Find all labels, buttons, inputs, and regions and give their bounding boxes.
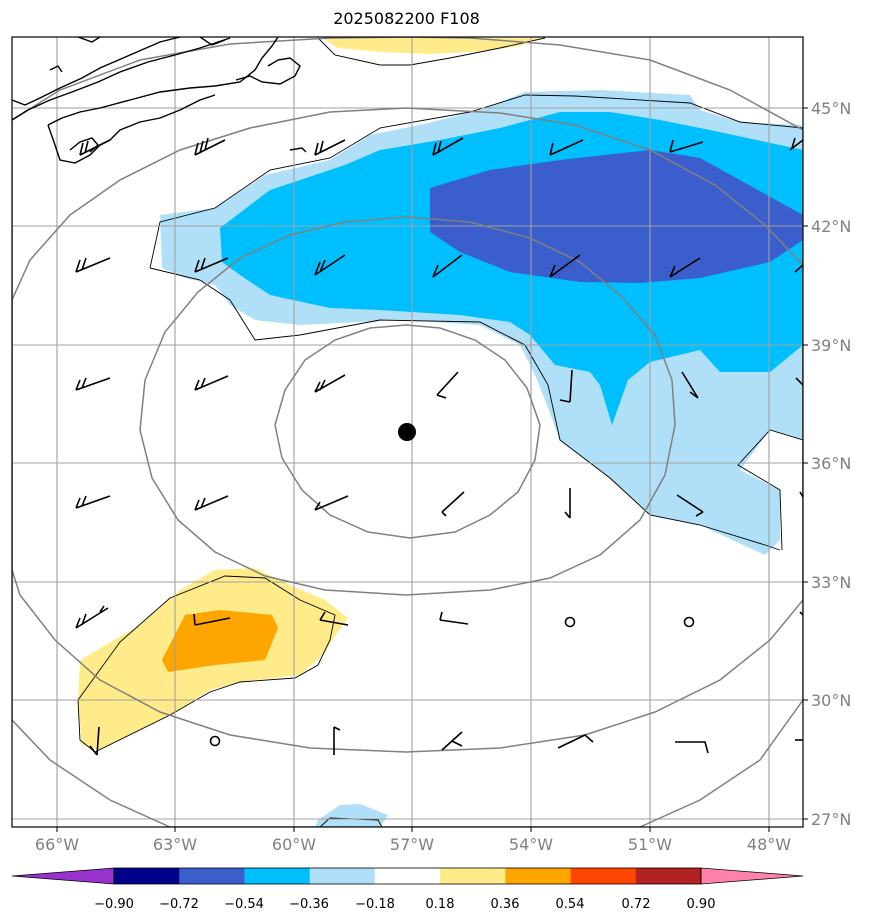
colorbar-labels: −0.90 −0.72 −0.54 −0.36 −0.18 0.18 0.36 … [94, 897, 715, 912]
colorbar-extend-low [12, 868, 114, 884]
lat-label: 27°N [811, 810, 851, 829]
colorbar-extend-high [701, 868, 803, 884]
lon-label: 63°W [153, 835, 197, 854]
colorbar-label: 0.72 [622, 897, 651, 912]
wind-barb [314, 139, 346, 156]
colorbar-label: 0.90 [687, 897, 716, 912]
colorbar: −0.90 −0.72 −0.54 −0.36 −0.18 0.18 0.36 … [11, 867, 804, 912]
calm-markers [209, 616, 695, 747]
wind-barb [789, 137, 803, 151]
axis-ticks [56, 107, 808, 832]
colorbar-segment [440, 868, 506, 884]
wind-barb [564, 488, 571, 519]
wind-barb [441, 731, 463, 751]
wind-barb [75, 257, 111, 273]
range-ring-2 [139, 216, 676, 596]
colorbar-label: −0.36 [289, 897, 329, 912]
calm-wind-marker [564, 616, 576, 628]
lon-label: 51°W [628, 835, 672, 854]
wind-barb [75, 605, 109, 629]
wind-barb [794, 264, 803, 273]
lat-label: 30°N [811, 691, 851, 710]
map-frame [11, 36, 804, 828]
range-rings [12, 37, 803, 827]
wind-barb [795, 377, 803, 386]
wind-barb [333, 726, 341, 755]
range-ring-4 [12, 37, 803, 827]
latitude-labels: 45°N 42°N 39°N 36°N 33°N 30°N 27°N [811, 99, 851, 829]
wind-barb [681, 371, 699, 399]
lon-label: 66°W [35, 835, 79, 854]
map-title: 2025082200 F108 [333, 9, 480, 28]
lon-label: 48°W [747, 835, 791, 854]
wind-barb [441, 491, 465, 517]
wind-barb [194, 495, 229, 511]
contour-band-plus-0.36 [162, 610, 278, 672]
lat-label: 33°N [811, 573, 851, 592]
wind-barb [669, 257, 701, 278]
lon-label: 54°W [509, 835, 553, 854]
colorbar-segment [309, 868, 376, 884]
longitude-labels: 66°W 63°W 60°W 57°W 54°W 51°W 48°W [35, 835, 791, 854]
lat-label: 36°N [811, 454, 851, 473]
lon-label: 57°W [390, 835, 434, 854]
wind-barb [75, 495, 111, 509]
wind-barb [314, 374, 346, 393]
colorbar-segment [635, 868, 702, 884]
wind-barb [549, 254, 581, 278]
wind-barb [549, 139, 584, 156]
wind-barb [75, 377, 111, 391]
colorbar-label: −0.90 [94, 897, 134, 912]
wind-barb [194, 375, 229, 391]
wind-barb [557, 734, 594, 749]
wind-barb [79, 139, 111, 156]
wind-barb [432, 137, 464, 156]
wind-barb [319, 611, 349, 626]
colorbar-label: 0.18 [426, 897, 455, 912]
wind-barb [314, 495, 349, 511]
wind-barb [314, 254, 346, 276]
colorbar-label: −0.54 [224, 897, 264, 912]
wind-barb [675, 741, 709, 754]
wind-barbs [75, 137, 803, 756]
wind-barb [194, 257, 229, 273]
wind-barb [89, 726, 100, 756]
range-ring-3 [12, 107, 803, 753]
colorbar-segment [570, 868, 637, 884]
wind-barb [194, 137, 226, 156]
contour-band-minus-bottom [315, 804, 388, 827]
wind-barb [432, 254, 463, 278]
wind-barb [436, 371, 459, 399]
colorbar-segment [244, 868, 311, 884]
lat-label: 42°N [811, 217, 851, 236]
lat-label: 45°N [811, 99, 851, 118]
calm-wind-marker [683, 616, 695, 628]
colorbar-label: 0.54 [556, 897, 585, 912]
lat-label: 39°N [811, 336, 851, 355]
colorbar-segment [179, 868, 245, 884]
wind-barb [193, 613, 231, 626]
map-plot-area [12, 37, 803, 827]
lon-label: 60°W [272, 835, 316, 854]
range-ring-1 [274, 324, 541, 539]
wind-barb [669, 139, 704, 153]
colorbar-segment [505, 868, 572, 884]
calm-wind-marker [209, 735, 221, 747]
colorbar-label: −0.72 [159, 897, 199, 912]
wind-barb [439, 611, 469, 625]
contour-band-plus-top [322, 38, 540, 54]
colorbar-segments [12, 868, 803, 884]
lat-lon-grid [12, 37, 803, 827]
colorbar-segment [374, 868, 441, 884]
wind-barb [676, 494, 704, 517]
storm-center-marker [398, 423, 416, 441]
colorbar-label: −0.18 [355, 897, 395, 912]
colorbar-label: 0.36 [491, 897, 520, 912]
wind-barb [559, 369, 573, 403]
colorbar-segment [114, 868, 180, 884]
contour-band-minus-0.54 [430, 150, 803, 283]
